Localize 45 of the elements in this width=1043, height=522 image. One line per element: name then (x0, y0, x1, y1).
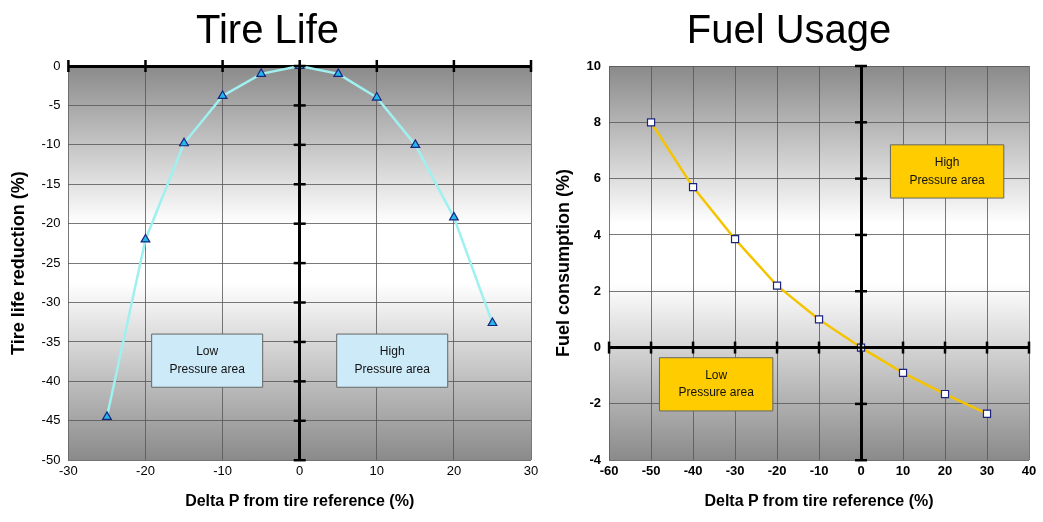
annotation: High Pressure area (909, 154, 986, 187)
x-tick-label: 20 (937, 462, 953, 478)
y-tick-label: 4 (593, 226, 602, 242)
y-tick-label: 10 (586, 57, 602, 73)
x-axis-title: Delta P from tire reference (%) (185, 491, 415, 509)
x-tick-label: -40 (683, 462, 703, 478)
x-tick-label: -30 (725, 462, 745, 478)
x-tick-label: -20 (136, 462, 155, 478)
y-tick-label: 0 (593, 339, 602, 355)
x-tick-label: 0 (857, 462, 865, 478)
y-tick-label: -45 (41, 412, 61, 428)
x-tick-label: 10 (895, 462, 911, 478)
y-tick-label: -2 (589, 395, 602, 411)
x-tick-label: -20 (767, 462, 787, 478)
y-tick-label: 0 (53, 57, 61, 73)
x-tick-label: -50 (641, 462, 661, 478)
y-axis-title: Fuel consumption (%) (552, 169, 573, 358)
y-tick-label: -10 (41, 136, 61, 152)
chart-title: Fuel Usage (686, 7, 892, 52)
y-tick-label: 6 (593, 170, 602, 186)
annotation: High Pressure area (354, 344, 431, 376)
y-tick-label: -20 (41, 215, 61, 231)
x-tick-label: 40 (1021, 462, 1037, 478)
x-tick-label: 30 (979, 462, 995, 478)
x-tick-label: -10 (809, 462, 829, 478)
y-tick-label: 8 (593, 113, 602, 129)
y-tick-label: -25 (41, 254, 61, 270)
annotation: Low Pressure area (169, 344, 246, 376)
y-tick-label: -4 (589, 451, 602, 467)
chart-title: Tire Life (195, 7, 340, 52)
y-axis-title: Tire life reduction (%) (7, 171, 28, 355)
y-tick-label: -50 (41, 451, 61, 467)
y-tick-label: -30 (41, 294, 61, 310)
y-tick-label: -15 (41, 175, 61, 191)
x-axis-title: Delta P from tire reference (%) (704, 491, 934, 509)
x-tick-label: 0 (296, 462, 304, 478)
y-tick-label: -35 (41, 333, 61, 349)
y-tick-label: -40 (41, 372, 61, 388)
y-tick-label: 2 (593, 282, 602, 298)
annotation: Low Pressure area (678, 367, 755, 400)
x-tick-label: 20 (446, 462, 462, 478)
x-tick-label: 30 (523, 462, 539, 478)
x-tick-label: -10 (213, 462, 232, 478)
x-tick-label: 10 (369, 462, 385, 478)
y-tick-label: -5 (48, 97, 61, 112)
